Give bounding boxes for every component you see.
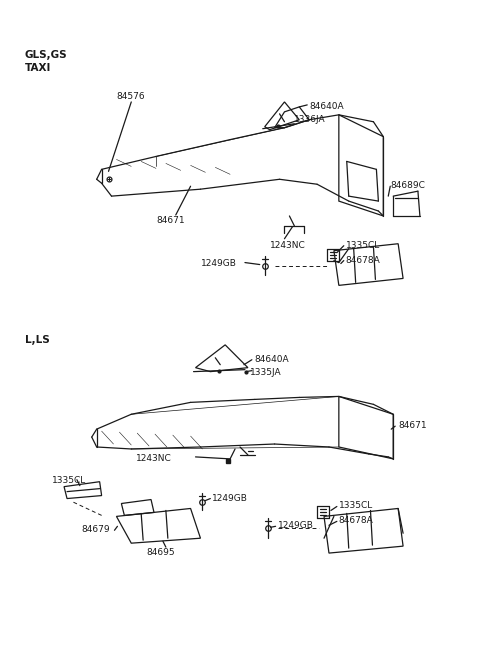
Text: 1249GB: 1249GB [201, 259, 236, 267]
Text: 84671: 84671 [398, 421, 427, 430]
Text: 1335CL: 1335CL [346, 240, 380, 250]
Text: 1249GB: 1249GB [277, 522, 313, 530]
Text: 84576: 84576 [117, 92, 145, 101]
Text: L,LS: L,LS [24, 335, 49, 345]
Text: 1336JA: 1336JA [294, 115, 326, 124]
Text: 84695: 84695 [146, 548, 175, 557]
Text: 1335JA: 1335JA [250, 368, 281, 376]
Text: GLS,GS: GLS,GS [24, 51, 67, 60]
Text: 1243NC: 1243NC [136, 454, 172, 463]
Text: TAXI: TAXI [24, 63, 51, 74]
Text: 84679: 84679 [82, 526, 110, 534]
Text: 1243NC: 1243NC [270, 240, 305, 250]
Text: 84671: 84671 [156, 216, 185, 225]
Text: 1249GB: 1249GB [212, 493, 248, 503]
Text: 1335CL: 1335CL [52, 476, 86, 485]
Text: 84640A: 84640A [309, 102, 344, 111]
Text: 84689C: 84689C [390, 181, 425, 191]
Text: 84678A: 84678A [346, 256, 381, 265]
Text: 1335CL: 1335CL [339, 501, 373, 510]
Text: 84678A: 84678A [339, 516, 373, 526]
Text: 84640A: 84640A [255, 355, 289, 364]
